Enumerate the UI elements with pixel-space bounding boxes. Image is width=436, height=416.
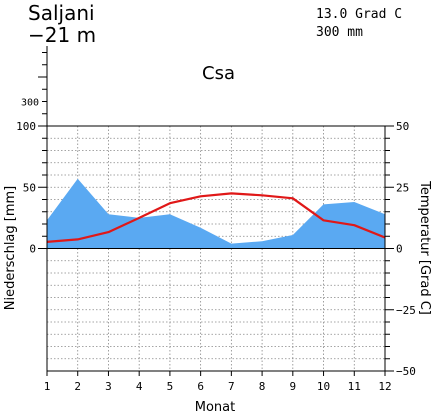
x-tick-label: 2: [74, 380, 81, 393]
x-tick-label: 6: [197, 380, 204, 393]
x-tick-label: 4: [136, 380, 143, 393]
upper-axis-tick-label: 300: [21, 98, 39, 109]
x-tick-label: 7: [228, 380, 235, 393]
y-axis-left-label: Niederschlag [mm]: [3, 186, 18, 311]
x-tick-label: 3: [105, 380, 112, 393]
y-left-tick-label: 50: [23, 181, 36, 194]
y-left-tick-label: 0: [29, 243, 36, 256]
y-left-tick-label: 100: [16, 120, 36, 133]
upper-precip-axis: 300: [21, 46, 48, 126]
y-right-tick-label: 0: [396, 243, 403, 256]
temperature-line: [46, 192, 386, 243]
annual-precipitation: 300 mm: [316, 25, 363, 40]
x-tick-label: 10: [317, 380, 330, 393]
y-right-tick-label: 25: [396, 181, 409, 194]
precipitation-area: [47, 178, 385, 249]
x-tick-label: 5: [167, 380, 174, 393]
x-tick-label: 12: [378, 380, 391, 393]
y-right-tick-label: −25: [396, 304, 416, 317]
y-right-tick-label: 50: [396, 120, 409, 133]
climate-classification: Csa: [202, 63, 235, 84]
y-axis-right-label: Temperatur [Grad C]: [417, 180, 432, 315]
x-axis-label: Monat: [195, 400, 235, 415]
y-right-tick-label: −50: [396, 365, 416, 378]
station-name: Saljani: [28, 1, 95, 25]
x-tick-label: 11: [348, 380, 361, 393]
x-tick-label: 9: [290, 380, 297, 393]
x-tick-label: 8: [259, 380, 266, 393]
temperature-series: [46, 192, 386, 243]
precipitation-series: [47, 178, 385, 249]
x-tick-label: 1: [44, 380, 51, 393]
annual-temperature: 13.0 Grad C: [316, 7, 402, 22]
station-elevation: −21 m: [28, 23, 96, 47]
